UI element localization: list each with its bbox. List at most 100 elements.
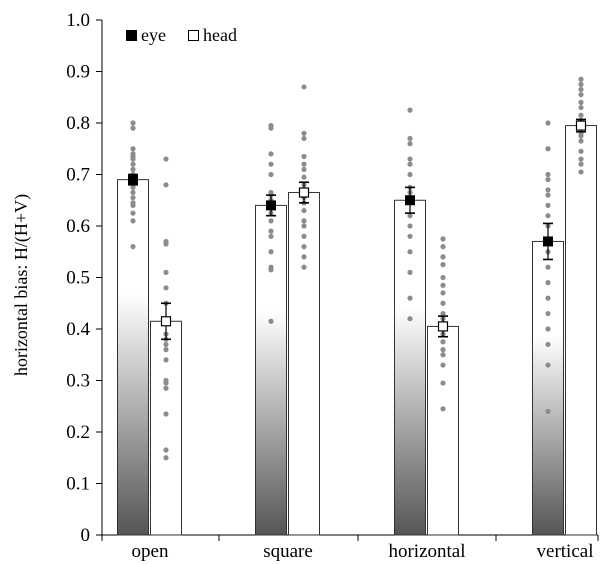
point-eye [407, 295, 413, 301]
y-tick-label: 0.1 [66, 474, 90, 495]
point-head [163, 285, 169, 291]
point-eye [407, 141, 413, 147]
point-head [301, 166, 307, 172]
point-head [163, 455, 169, 461]
mean-marker-head [575, 120, 587, 131]
point-eye [407, 135, 413, 142]
y-tick-label: 0.6 [66, 216, 90, 237]
point-eye [407, 156, 413, 162]
point-eye [130, 210, 136, 216]
y-tick-label: 0.4 [66, 319, 90, 340]
mean-marker-head [160, 316, 172, 327]
point-eye [407, 249, 413, 255]
individual-points [130, 76, 584, 461]
point-eye [545, 120, 551, 126]
point-eye [545, 177, 551, 183]
point-head [578, 76, 584, 82]
mean-marker-eye [405, 195, 415, 206]
point-eye [407, 107, 413, 113]
point-eye [130, 189, 136, 196]
point-eye [545, 187, 551, 193]
point-eye [268, 171, 274, 178]
point-head [301, 254, 307, 260]
point-head [578, 99, 584, 105]
point-head [578, 161, 584, 167]
point-head [578, 92, 584, 98]
point-head [163, 380, 169, 386]
point-eye [545, 362, 551, 368]
point-eye [130, 156, 136, 162]
bar-head [565, 125, 597, 536]
point-eye [407, 213, 413, 219]
point-head [440, 236, 446, 242]
bar-eye [255, 204, 287, 536]
point-eye [545, 213, 551, 219]
point-head [301, 207, 307, 214]
point-eye [545, 326, 551, 332]
point-head [440, 362, 446, 368]
point-head [440, 290, 446, 296]
legend-head-label: head [203, 25, 237, 45]
point-eye [268, 267, 274, 273]
point-head [301, 174, 307, 180]
point-head [440, 254, 446, 260]
point-eye [268, 125, 274, 131]
y-tick-label: 0.5 [66, 268, 90, 289]
point-head [163, 182, 169, 188]
y-tick-label: 0.8 [66, 113, 90, 134]
point-head [578, 133, 584, 139]
point-head [301, 223, 307, 229]
axes [96, 19, 599, 541]
point-head [163, 341, 169, 348]
point-eye [407, 223, 413, 229]
point-eye [130, 218, 136, 224]
point-eye [130, 195, 136, 201]
point-head [578, 148, 584, 154]
point-head [440, 300, 446, 306]
x-tick-label: open [132, 541, 169, 562]
x-tick-label: vertical [537, 541, 594, 562]
mean-marker-eye [266, 200, 276, 211]
point-head [301, 233, 307, 239]
point-head [163, 269, 169, 275]
point-head [578, 138, 584, 144]
tick-labels: 0 0.1 0.2 0.3 0.4 0.5 0.6 0.7 0.8 0.9 1.0 open squar… [66, 10, 593, 562]
point-eye [545, 408, 551, 414]
point-eye [268, 318, 274, 324]
error-bars [128, 118, 586, 341]
point-eye [268, 218, 274, 224]
point-eye [130, 120, 136, 126]
point-head [301, 264, 307, 270]
y-axis-title: horizontal bias: H/(H+V) [11, 194, 32, 376]
legend-head-swatch [188, 30, 199, 41]
point-head [163, 347, 169, 353]
point-eye [407, 161, 413, 167]
point-eye [545, 341, 551, 348]
point-eye [130, 202, 136, 208]
point-head [301, 130, 307, 136]
bar-head [288, 192, 320, 536]
point-eye [130, 166, 136, 172]
point-head [163, 357, 169, 363]
point-head [301, 218, 307, 224]
point-eye [130, 161, 136, 167]
point-head [301, 153, 307, 160]
point-eye [130, 184, 136, 190]
y-tick-label: 1.0 [66, 10, 90, 31]
mean-marker-head [298, 187, 310, 198]
point-eye [268, 249, 274, 255]
point-eye [545, 192, 551, 198]
point-head [578, 156, 584, 162]
point-eye [407, 171, 413, 178]
point-head [578, 81, 584, 87]
point-eye [545, 146, 551, 152]
point-head [578, 112, 584, 118]
point-eye [407, 233, 413, 239]
point-head [440, 244, 446, 250]
point-head [163, 156, 169, 162]
y-tick-label: 0 [81, 525, 91, 546]
point-head [163, 241, 169, 247]
point-head [578, 86, 584, 93]
point-head [163, 385, 169, 391]
